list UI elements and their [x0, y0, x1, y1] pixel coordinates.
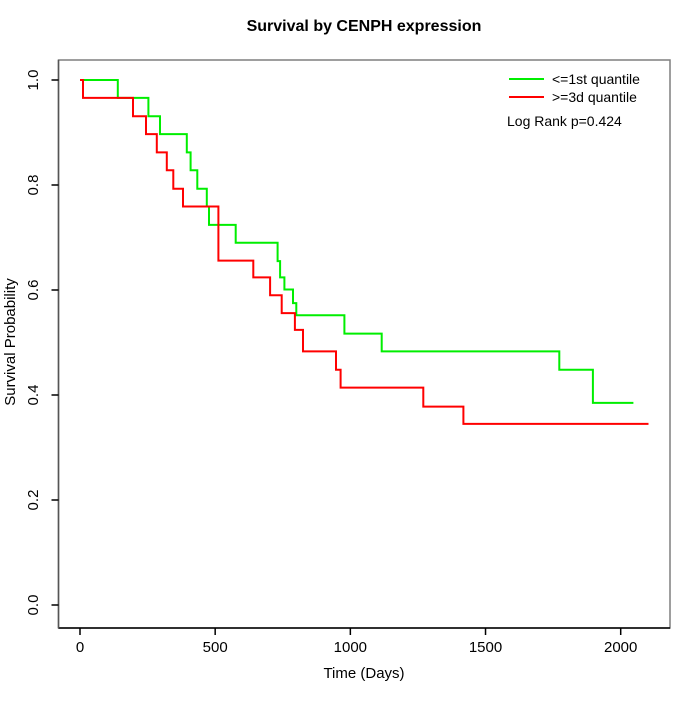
chart-generated-layer: 0 500 1000 1500 2000 0.0 0.2 0.4 0.6 0.8 1.0	[25, 70, 649, 656]
x-tick-label: 1000	[334, 639, 367, 656]
legend-label-first-quantile: <=1st quantile	[552, 71, 640, 87]
x-tick-label: 1500	[469, 639, 502, 656]
chart-title: Survival by CENPH expression	[247, 18, 482, 35]
x-tick-label: 0	[76, 639, 84, 656]
y-axis-label: Survival Probability	[2, 278, 19, 406]
legend-item: >=3d quantile	[509, 89, 637, 105]
y-tick-label: 0.6	[25, 280, 42, 301]
y-tick-label: 0.8	[25, 175, 42, 196]
x-axis-label: Time (Days)	[323, 665, 404, 682]
x-tick-label: 2000	[604, 639, 637, 656]
legend: <=1st quantile >=3d quantile Log Rank p=…	[507, 71, 640, 129]
y-tick-label: 0.4	[25, 385, 42, 406]
plot-box	[57, 59, 671, 629]
y-tick-label: 0.0	[25, 595, 42, 616]
x-tick-label: 500	[203, 639, 228, 656]
y-tick-label: 0.2	[25, 490, 42, 511]
survival-curve-third-quantile	[80, 79, 649, 425]
y-tick-label: 1.0	[25, 70, 42, 91]
legend-label-third-quantile: >=3d quantile	[552, 89, 637, 105]
log-rank-annotation: Log Rank p=0.424	[507, 113, 622, 129]
survival-curve-first-quantile	[80, 79, 634, 404]
legend-item: <=1st quantile	[509, 71, 640, 87]
